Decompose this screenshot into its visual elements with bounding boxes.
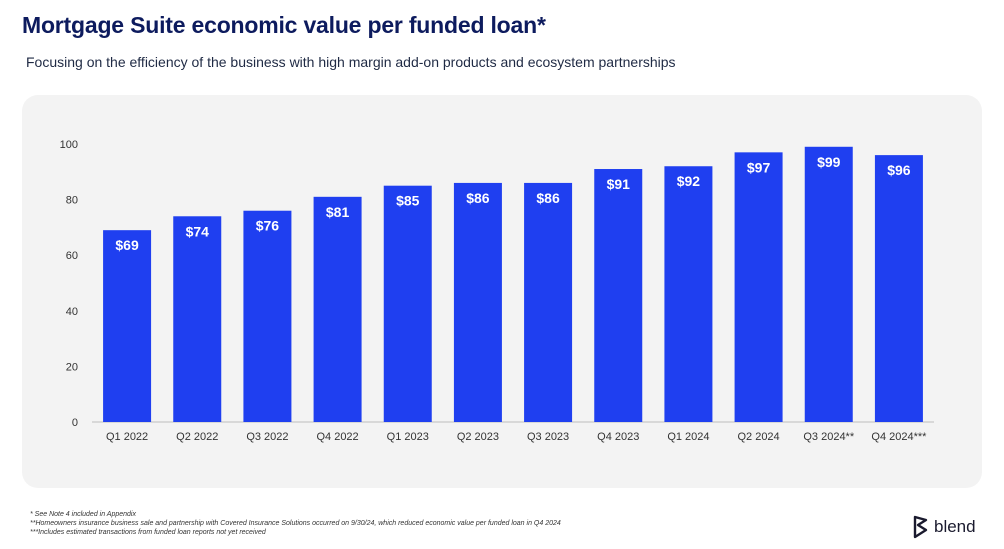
bar bbox=[313, 196, 362, 422]
page-title: Mortgage Suite economic value per funded… bbox=[22, 12, 546, 38]
footnotes: * See Note 4 included in Appendix **Home… bbox=[30, 510, 561, 537]
bar-chart: 0 20 40 60 80 100 $69 Q1 2022 $74 Q2 2022 $76 Q3 20… bbox=[60, 139, 934, 443]
x-tick-label: Q2 2022 bbox=[176, 431, 218, 443]
bar bbox=[453, 182, 502, 422]
logo-text: blend bbox=[934, 517, 976, 536]
y-tick-label: 20 bbox=[66, 361, 78, 373]
x-tick-label: Q2 2024 bbox=[737, 431, 779, 443]
bar bbox=[664, 166, 713, 422]
bar bbox=[103, 230, 152, 422]
bar bbox=[804, 146, 853, 422]
data-label: $76 bbox=[256, 218, 280, 234]
x-tick-label: Q3 2022 bbox=[246, 431, 288, 443]
x-tick-label: Q1 2023 bbox=[387, 431, 429, 443]
x-tick-label: Q1 2024 bbox=[667, 431, 709, 443]
x-tick-label: Q2 2023 bbox=[457, 431, 499, 443]
y-tick-label: 0 bbox=[72, 417, 78, 429]
footnote-3: ***Includes estimated transactions from … bbox=[30, 529, 266, 536]
x-tick-label: Q4 2023 bbox=[597, 431, 639, 443]
data-label: $69 bbox=[115, 237, 139, 253]
data-label: $74 bbox=[186, 223, 210, 239]
data-label: $91 bbox=[607, 176, 631, 192]
data-label: $92 bbox=[677, 173, 701, 189]
blend-logo-icon bbox=[913, 515, 928, 539]
footnote-2: **Homeowners insurance business sale and… bbox=[30, 520, 561, 527]
data-label: $85 bbox=[396, 193, 420, 209]
chart-panel: 0 20 40 60 80 100 $69 Q1 2022 $74 Q2 2022 $76 Q3 20… bbox=[22, 95, 982, 488]
y-tick-label: 40 bbox=[66, 306, 78, 318]
x-tick-label: Q4 2024*** bbox=[871, 431, 927, 443]
y-tick-label: 60 bbox=[66, 250, 78, 262]
bar bbox=[874, 155, 923, 422]
data-label: $99 bbox=[817, 154, 841, 170]
x-tick-label: Q4 2022 bbox=[316, 431, 358, 443]
data-label: $81 bbox=[326, 204, 350, 220]
bar bbox=[734, 152, 783, 422]
bar bbox=[383, 185, 432, 422]
data-label: $86 bbox=[536, 190, 560, 206]
bar bbox=[243, 210, 292, 422]
page-subtitle: Focusing on the efficiency of the busine… bbox=[26, 54, 676, 70]
x-tick-label: Q1 2022 bbox=[106, 431, 148, 443]
bar bbox=[524, 182, 573, 422]
data-label: $86 bbox=[466, 190, 490, 206]
footnote-1: * See Note 4 included in Appendix bbox=[30, 511, 136, 518]
data-label: $97 bbox=[747, 159, 771, 175]
data-label: $96 bbox=[887, 162, 911, 178]
x-tick-label: Q3 2023 bbox=[527, 431, 569, 443]
bar bbox=[173, 216, 222, 422]
y-tick-label: 100 bbox=[60, 139, 78, 151]
x-tick-label: Q3 2024** bbox=[803, 431, 854, 443]
y-tick-label: 80 bbox=[66, 195, 78, 207]
blend-logo: blend bbox=[912, 514, 992, 540]
bar bbox=[594, 169, 643, 422]
